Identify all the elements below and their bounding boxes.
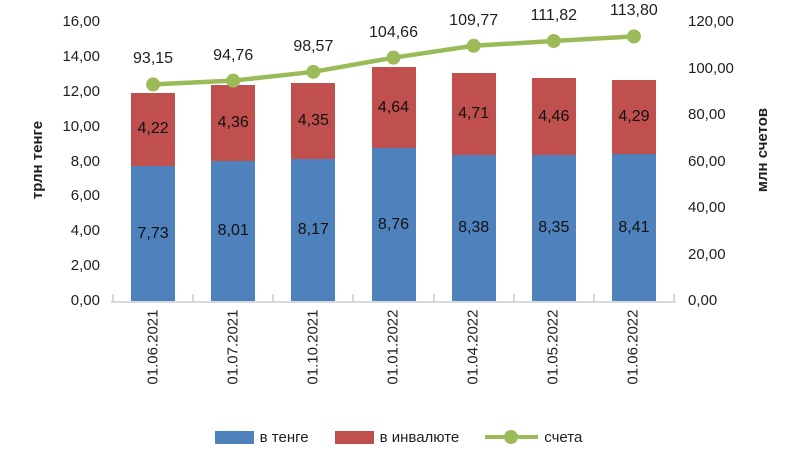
left-axis-tick-label: 10,00 xyxy=(62,117,100,135)
bar-data-label: 4,64 xyxy=(377,98,410,116)
bar-segment-tenge[interactable]: 8,76 xyxy=(371,148,416,301)
x-axis-category-label: 01.06.2022 xyxy=(624,309,642,385)
legend-label: счета xyxy=(544,428,583,446)
x-axis-category-label: 01.10.2021 xyxy=(304,309,322,385)
legend-entry-scheta[interactable]: счета xyxy=(485,429,582,446)
line-data-label: 98,57 xyxy=(293,37,334,55)
bar-segment-invalyuta[interactable]: 4,46 xyxy=(531,77,576,156)
x-axis-tick-mark xyxy=(272,294,275,301)
bar-data-label: 8,17 xyxy=(297,220,329,238)
bar-data-label: 4,29 xyxy=(618,107,650,125)
left-axis-tick-label: 14,00 xyxy=(62,47,100,65)
left-axis-tick-label: 0,00 xyxy=(70,292,100,309)
line-marker[interactable] xyxy=(626,29,641,44)
line-data-label: 113,80 xyxy=(610,2,658,20)
bar-data-label: 8,76 xyxy=(377,215,410,233)
x-axis-tick-mark xyxy=(512,294,515,301)
line-data-label: 93,15 xyxy=(133,50,174,68)
bar-data-label: 4,35 xyxy=(297,111,329,129)
left-axis-tick-label: 4,00 xyxy=(70,222,100,240)
bar-segment-tenge[interactable]: 7,73 xyxy=(131,166,176,301)
x-axis-tick-mark xyxy=(592,294,595,301)
bar-data-label: 4,71 xyxy=(458,104,490,122)
bar-segment-tenge[interactable]: 8,17 xyxy=(291,158,336,301)
bar-segment-tenge[interactable]: 8,01 xyxy=(211,161,256,301)
bar-segment-invalyuta[interactable]: 4,71 xyxy=(451,72,496,155)
legend-line-marker-swatch xyxy=(485,430,539,444)
line-marker[interactable] xyxy=(466,38,481,53)
x-axis-tick-mark xyxy=(673,294,675,301)
right-axis-tick-label: 20,00 xyxy=(688,245,726,263)
bar-segment-invalyuta[interactable]: 4,22 xyxy=(131,92,176,167)
line-data-label: 109,77 xyxy=(449,11,499,29)
x-axis-category-label: 01.07.2021 xyxy=(224,309,242,385)
bar-data-label: 8,41 xyxy=(618,218,650,236)
legend: в тенге в инвалюте счета xyxy=(0,424,797,450)
left-axis-tick-label: 8,00 xyxy=(70,152,100,170)
bar-data-label: 8,01 xyxy=(217,222,249,240)
x-axis-category-label: 01.06.2021 xyxy=(144,309,162,385)
left-axis-tick-label: 16,00 xyxy=(62,13,100,30)
bar-segment-invalyuta[interactable]: 4,29 xyxy=(611,79,656,155)
bar-segment-invalyuta[interactable]: 4,35 xyxy=(291,82,336,159)
line-marker[interactable] xyxy=(146,77,161,92)
x-axis-tick-mark xyxy=(352,294,355,301)
bar-segment-tenge[interactable]: 8,38 xyxy=(451,154,496,301)
bar-data-label: 8,35 xyxy=(538,219,570,237)
left-axis-tick-label: 12,00 xyxy=(62,82,100,100)
legend-entry-tenge[interactable]: в тенге xyxy=(214,428,309,446)
right-axis-tick-label: 0,00 xyxy=(688,292,718,309)
x-axis-tick-mark xyxy=(112,294,114,301)
line-marker[interactable] xyxy=(546,34,561,49)
left-axis-tick-label: 2,00 xyxy=(70,257,100,275)
legend-label: в инвалюте xyxy=(379,428,460,446)
x-axis-line xyxy=(111,301,676,303)
line-data-label: 94,76 xyxy=(213,46,254,64)
right-axis-title: млн счетов xyxy=(754,107,771,193)
x-axis-tick-mark xyxy=(192,294,195,301)
line-data-label: 111,82 xyxy=(530,7,578,25)
bar-segment-tenge[interactable]: 8,41 xyxy=(611,154,656,301)
x-axis-category-label: 01.04.2022 xyxy=(464,309,482,385)
x-axis-tick-mark xyxy=(432,294,435,301)
bar-segment-invalyuta[interactable]: 4,64 xyxy=(371,67,416,149)
right-axis-tick-label: 80,00 xyxy=(688,106,726,123)
legend-label: в тенге xyxy=(259,428,309,446)
bar-data-label: 4,36 xyxy=(217,114,249,132)
right-axis-tick-label: 40,00 xyxy=(688,199,726,216)
line-data-label: 104,66 xyxy=(369,23,418,41)
bar-segment-invalyuta[interactable]: 4,36 xyxy=(211,85,256,162)
legend-color-swatch xyxy=(214,430,254,444)
legend-color-swatch xyxy=(334,430,374,444)
bar-segment-tenge[interactable]: 8,35 xyxy=(531,155,576,301)
right-axis-tick-label: 100,00 xyxy=(688,59,734,77)
line-marker[interactable] xyxy=(306,64,321,79)
right-axis-tick-label: 60,00 xyxy=(688,152,726,170)
x-axis-category-label: 01.05.2022 xyxy=(544,309,562,385)
right-axis-tick-label: 120,00 xyxy=(688,13,734,30)
legend-entry-invalyuta[interactable]: в инвалюте xyxy=(334,428,460,446)
bar-data-label: 7,73 xyxy=(137,224,169,242)
bar-data-label: 4,22 xyxy=(137,120,169,138)
bar-data-label: 4,46 xyxy=(538,107,570,125)
left-axis-tick-label: 6,00 xyxy=(70,187,100,205)
bar-data-label: 8,38 xyxy=(458,218,490,236)
line-marker[interactable] xyxy=(386,50,401,65)
x-axis-category-label: 01.01.2022 xyxy=(384,309,402,385)
